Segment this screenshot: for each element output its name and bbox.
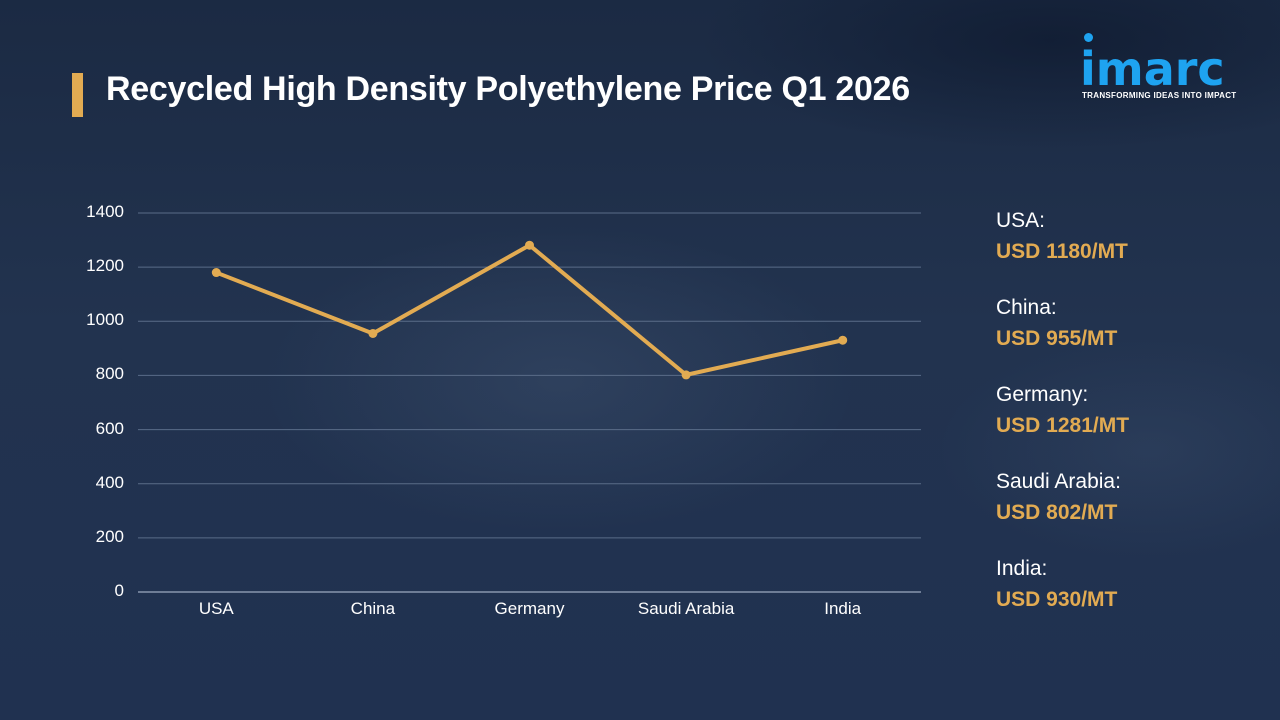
logo-dot-icon xyxy=(1084,33,1093,42)
title-accent-bar xyxy=(72,73,83,117)
legend-item-saudi-arabia: Saudi Arabia: USD 802/MT xyxy=(996,468,1129,555)
x-tick-label: India xyxy=(824,599,862,618)
y-tick-label: 600 xyxy=(95,418,124,438)
chart-plot-area xyxy=(138,212,921,593)
y-tick-label: 800 xyxy=(95,364,124,384)
legend-country: USA: xyxy=(996,209,1046,232)
logo-wordmark: imarc xyxy=(1080,42,1225,96)
y-tick-label: 1400 xyxy=(86,202,124,221)
data-point-marker xyxy=(368,328,378,338)
data-point-marker xyxy=(838,335,848,345)
y-tick-label: 1000 xyxy=(86,310,124,330)
x-tick-label: China xyxy=(350,599,396,618)
price-legend: USA: USD 1180/MT China: USD 955/MT Germa… xyxy=(996,207,1129,642)
line-chart: 1400 1200 1000 800 600 400 200 0 USA China German… xyxy=(86,202,921,618)
y-tick-label: 1200 xyxy=(86,256,124,276)
legend-price: USD 1180/MT xyxy=(996,240,1128,263)
page-title: Recycled High Density Polyethylene Price… xyxy=(106,70,910,108)
legend-country: Saudi Arabia: xyxy=(996,470,1121,493)
y-tick-label: 0 xyxy=(114,581,124,600)
price-line xyxy=(215,243,844,377)
x-tick-label: Germany xyxy=(494,599,565,618)
data-point-marker xyxy=(681,370,691,380)
legend-country: Germany: xyxy=(996,383,1089,406)
legend-item-usa: USA: USD 1180/MT xyxy=(996,207,1129,294)
data-point-marker xyxy=(211,268,221,278)
data-point-marker xyxy=(525,240,534,250)
x-tick-label: Saudi Arabia xyxy=(637,599,735,618)
imarc-logo: imarc TRANSFORMING IDEAS INTO IMPACT xyxy=(1080,30,1250,105)
logo-tagline: TRANSFORMING IDEAS INTO IMPACT xyxy=(1082,91,1237,100)
legend-item-china: China: USD 955/MT xyxy=(996,294,1129,381)
y-tick-label: 400 xyxy=(95,472,124,492)
x-tick-label: USA xyxy=(198,599,234,618)
legend-price: USD 955/MT xyxy=(996,327,1118,350)
legend-item-india: India: USD 930/MT xyxy=(996,555,1129,642)
legend-price: USD 930/MT xyxy=(996,588,1118,611)
legend-country: India: xyxy=(996,557,1048,580)
legend-price: USD 1281/MT xyxy=(996,414,1130,437)
y-tick-label: 200 xyxy=(95,526,124,546)
legend-item-germany: Germany: USD 1281/MT xyxy=(996,381,1129,468)
legend-price: USD 802/MT xyxy=(996,501,1118,524)
legend-country: China: xyxy=(996,296,1057,319)
